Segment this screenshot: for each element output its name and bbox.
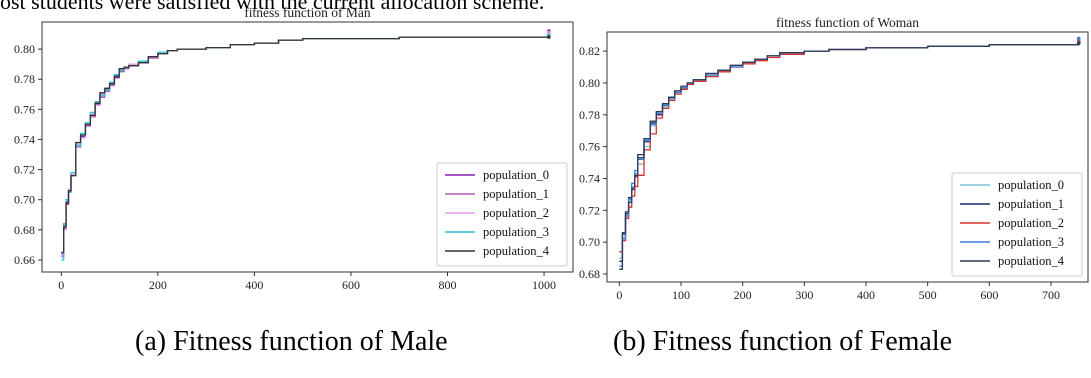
series-end-point — [1076, 41, 1081, 45]
y-tick-label: 0.68 — [579, 267, 600, 281]
x-tick-label: 500 — [919, 288, 937, 302]
x-tick-label: 0 — [616, 288, 622, 302]
x-tick-label: 700 — [1042, 288, 1060, 302]
series-line-population_4 — [61, 36, 549, 254]
x-tick-label: 100 — [672, 288, 690, 302]
legend-label: population_4 — [483, 244, 550, 258]
legend-label: population_0 — [483, 168, 549, 182]
y-tick-label: 0.70 — [579, 235, 600, 249]
legend-label: population_3 — [483, 225, 549, 239]
x-tick-label: 200 — [149, 278, 167, 292]
intro-text: ost students were satisfied with the cur… — [0, 0, 545, 14]
legend-label: population_3 — [998, 235, 1064, 249]
caption-female: (b) Fitness function of Female — [613, 326, 953, 357]
y-tick-label: 0.78 — [579, 108, 600, 122]
x-tick-label: 300 — [795, 288, 813, 302]
y-tick-label: 0.76 — [579, 140, 600, 154]
legend-label: population_1 — [998, 197, 1064, 211]
x-tick-label: 600 — [980, 288, 998, 302]
female-fitness-chart: fitness function of Woman 0 100 200 300 400 50… — [579, 15, 1089, 302]
y-tick-label: 0.80 — [579, 76, 600, 90]
x-tick-label: 600 — [342, 278, 360, 292]
y-tick-label: 0.74 — [14, 132, 35, 146]
legend-label: population_4 — [998, 254, 1065, 268]
series-end-point — [547, 30, 551, 35]
y-tick-label: 0.76 — [14, 102, 35, 116]
legend: population_0 population_1 population_2popu… — [436, 162, 568, 267]
y-tick-label: 0.68 — [14, 223, 35, 237]
legend-box — [951, 172, 1083, 277]
y-tick-label: 0.74 — [579, 171, 600, 185]
caption-male: (a) Fitness function of Male — [135, 326, 448, 357]
y-tick-label: 0.72 — [579, 203, 600, 217]
y-tick-label: 0.66 — [14, 253, 35, 267]
x-tick-label: 0 — [58, 278, 64, 292]
x-tick-label: 1000 — [532, 278, 556, 292]
y-tick-label: 0.72 — [14, 163, 35, 177]
legend: population_0 population_1 population_2popu… — [951, 172, 1083, 277]
y-tick-label: 0.82 — [579, 44, 600, 58]
chart-title: fitness function of Woman — [776, 15, 919, 30]
series-group — [619, 36, 1081, 270]
plot-frame — [606, 31, 1089, 283]
legend-label: population_2 — [998, 216, 1064, 230]
x-tick-label: 800 — [438, 278, 456, 292]
chart-title: fitness function of Man — [244, 5, 371, 20]
series-end-point — [547, 35, 551, 39]
series-group — [61, 29, 551, 261]
x-tick-label: 200 — [734, 288, 752, 302]
y-tick-label: 0.80 — [14, 42, 35, 56]
x-tick-label: 400 — [245, 278, 263, 292]
y-tick-label: 0.70 — [14, 193, 35, 207]
series-end-point — [1076, 36, 1081, 41]
legend-label: population_2 — [483, 206, 549, 220]
series-line-population_4 — [619, 43, 1080, 270]
legend-label: population_1 — [483, 187, 549, 201]
legend-box — [436, 162, 568, 267]
legend-label: population_0 — [998, 178, 1064, 192]
y-tick-label: 0.78 — [14, 72, 35, 86]
plot-frame — [41, 21, 574, 273]
male-fitness-chart: fitness function of Man 0 200 400 600 800 1000… — [14, 5, 574, 292]
x-tick-label: 400 — [857, 288, 875, 302]
